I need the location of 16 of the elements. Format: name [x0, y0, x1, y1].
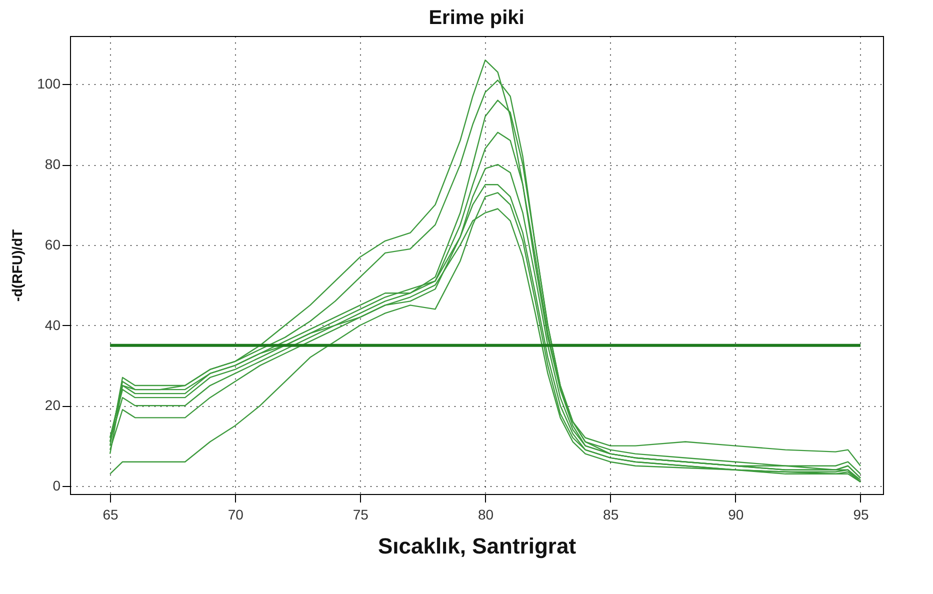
y-tick-label: 100: [37, 76, 61, 92]
y-tick-label: 20: [44, 397, 61, 414]
x-tick-label: 95: [853, 506, 869, 522]
chart-title: Erime piki: [428, 7, 524, 29]
y-tick-label: 60: [44, 236, 61, 252]
y-tick-label: 40: [44, 316, 61, 333]
y-tick-label: 80: [44, 156, 61, 172]
x-tick-label: 65: [102, 506, 119, 522]
x-tick-label: 75: [352, 506, 369, 522]
x-tick-label: 80: [478, 506, 494, 522]
y-axis-title: -d(RFU)/dT: [9, 228, 26, 302]
x-tick-label: 70: [228, 506, 244, 522]
x-tick-label: 85: [603, 506, 619, 522]
y-tick-label: 0: [52, 477, 61, 494]
x-tick-label: 90: [728, 506, 744, 522]
x-axis-title: Sıcaklık, Santrigrat: [378, 534, 577, 558]
